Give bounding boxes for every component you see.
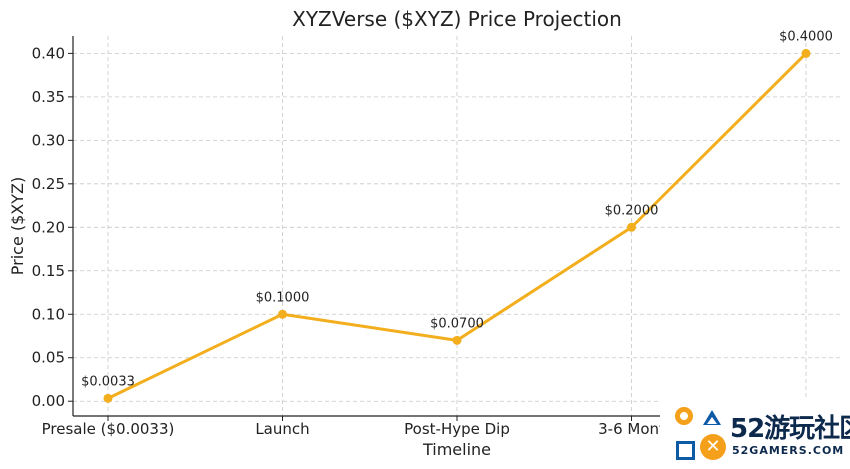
y-tick-label: 0.00 bbox=[32, 392, 65, 410]
y-tick-label: 0.40 bbox=[32, 44, 65, 62]
x-axis-label: Timeline bbox=[422, 440, 491, 459]
circle-icon bbox=[675, 407, 693, 425]
x-tick-label: Presale ($0.0033) bbox=[42, 420, 175, 438]
data-point bbox=[801, 48, 811, 58]
data-point bbox=[452, 335, 462, 345]
data-point bbox=[627, 222, 636, 232]
x-tick-label: 3-6 Mont bbox=[598, 420, 665, 438]
data-point bbox=[103, 393, 113, 403]
y-tick-label: 0.30 bbox=[32, 131, 65, 149]
data-label: $0.4000 bbox=[779, 29, 833, 44]
cross-icon: ✕ bbox=[700, 434, 726, 460]
watermark-logo: ✕ 52游玩社区 52GAMERS.COM bbox=[660, 400, 850, 469]
data-label: $0.2000 bbox=[605, 203, 659, 218]
y-tick-label: 0.05 bbox=[32, 349, 65, 367]
y-tick-label: 0.15 bbox=[32, 262, 65, 280]
data-point bbox=[278, 309, 287, 319]
watermark-url: 52GAMERS.COM bbox=[732, 444, 845, 457]
data-label: $0.1000 bbox=[256, 290, 310, 305]
y-tick-label: 0.10 bbox=[32, 305, 65, 323]
y-axis-label: Price ($XYZ) bbox=[8, 177, 27, 275]
chart-title: XYZVerse ($XYZ) Price Projection bbox=[292, 7, 622, 31]
y-axis-ticks: 0.00 0.05 0.10 0.15 0.20 0.25 0.30 0.35 0.40 bbox=[32, 44, 73, 410]
y-tick-label: 0.20 bbox=[32, 218, 65, 236]
y-tick-label: 0.25 bbox=[32, 175, 65, 193]
x-tick-label: Launch bbox=[255, 420, 309, 438]
x-tick-label: Post-Hype Dip bbox=[404, 420, 510, 438]
data-label: $0.0033 bbox=[81, 374, 135, 389]
square-icon bbox=[676, 441, 695, 460]
data-label: $0.0700 bbox=[430, 316, 484, 331]
grid bbox=[73, 36, 840, 416]
series: $0.0033 $0.1000 $0.0700 $0.2000 $0.4000 bbox=[81, 29, 833, 403]
watermark-title: 52游玩社区 bbox=[730, 414, 850, 444]
x-axis-ticks: Presale ($0.0033) Launch Post-Hype Dip 3-6 … bbox=[42, 416, 807, 438]
y-tick-label: 0.35 bbox=[32, 88, 65, 106]
